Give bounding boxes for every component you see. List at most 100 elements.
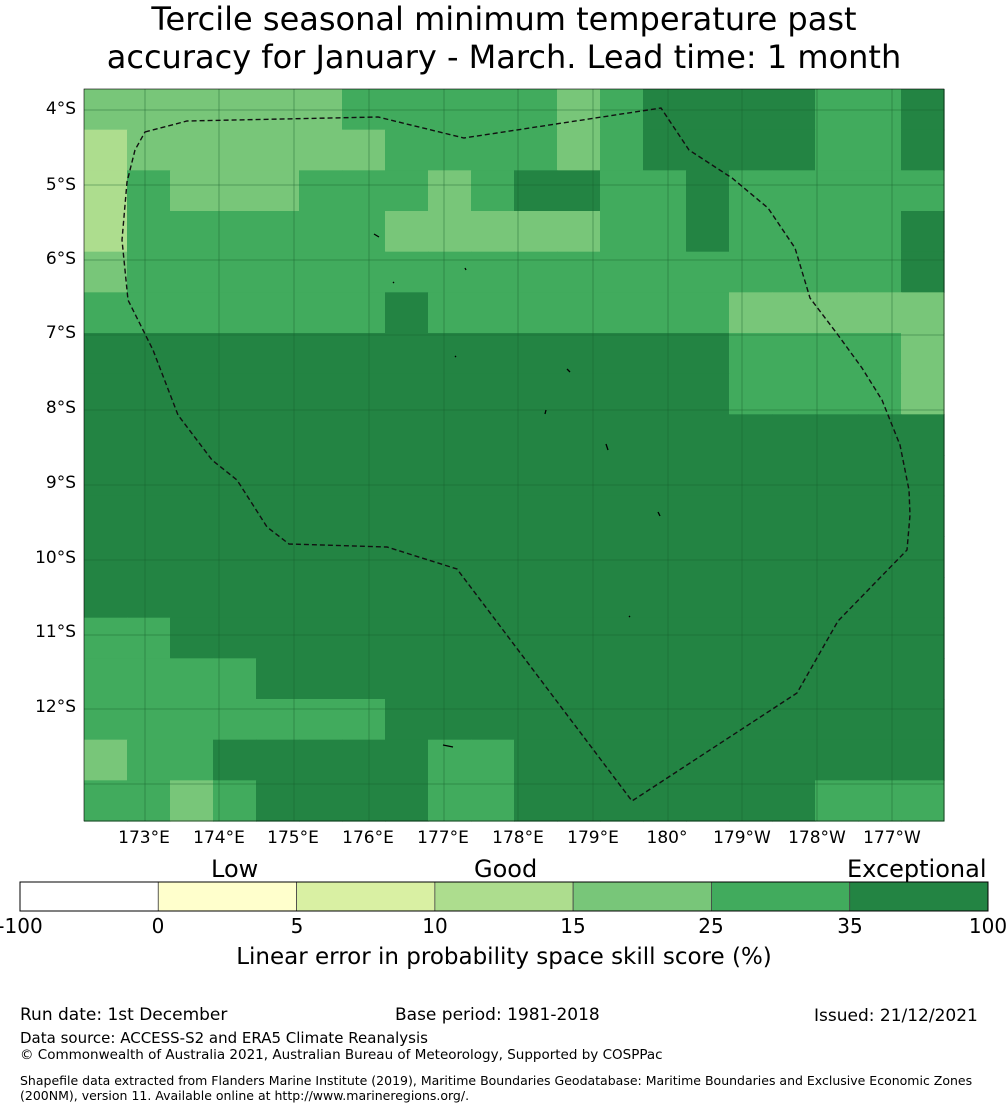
- skill-cell: [514, 129, 558, 171]
- skill-cell: [858, 211, 902, 253]
- skill-cell: [514, 495, 558, 537]
- skill-cell: [170, 129, 214, 171]
- skill-cell: [170, 333, 214, 375]
- skill-cell: [385, 495, 429, 537]
- skill-cell: [557, 251, 601, 293]
- skill-cell: [428, 536, 472, 578]
- map-frame: [83, 88, 945, 822]
- skill-cell: [471, 780, 515, 822]
- map-title: Tercile seasonal minimum temperature pas…: [0, 0, 1008, 76]
- skill-cell: [127, 577, 171, 619]
- skill-cell: [127, 658, 171, 700]
- lat-label: 11°S: [35, 622, 76, 642]
- skill-cell: [299, 170, 343, 212]
- skill-cell: [385, 129, 429, 171]
- island: [442, 744, 454, 748]
- copyright: © Commonwealth of Australia 2021, Austra…: [20, 1047, 663, 1063]
- skill-cell: [557, 577, 601, 619]
- skill-cell: [127, 455, 171, 497]
- band-label-good: Good: [474, 855, 538, 883]
- skill-cell: [84, 211, 128, 253]
- skill-cell: [342, 414, 386, 456]
- skill-cell: [858, 333, 902, 375]
- skill-cell: [557, 739, 601, 781]
- skill-cell: [729, 658, 773, 700]
- skill-cell: [858, 373, 902, 415]
- skill-cell: [901, 577, 945, 619]
- skill-cell: [385, 211, 429, 253]
- skill-cell: [127, 292, 171, 334]
- skill-cell: [514, 292, 558, 334]
- skill-cell: [600, 292, 644, 334]
- skill-cell: [299, 577, 343, 619]
- skill-cell: [127, 211, 171, 253]
- skill-cell: [772, 699, 816, 741]
- skill-cell: [127, 699, 171, 741]
- skill-cell: [385, 617, 429, 659]
- skill-cell: [729, 780, 773, 822]
- skill-cell: [600, 495, 644, 537]
- skill-cell: [901, 333, 945, 375]
- lon-label: 176°E: [342, 828, 394, 848]
- skill-cell: [858, 170, 902, 212]
- lat-label: 12°S: [35, 697, 76, 717]
- colorbar-tick: 10: [422, 914, 448, 938]
- skill-cell: [127, 333, 171, 375]
- eez-boundary: [121, 107, 911, 802]
- shapefile-credit: Shapefile data extracted from Flanders M…: [20, 1073, 973, 1103]
- title-line-2: accuracy for January - March. Lead time:…: [106, 38, 902, 76]
- skill-cell: [772, 333, 816, 375]
- skill-cell: [385, 536, 429, 578]
- skill-cell: [858, 739, 902, 781]
- skill-cell: [729, 333, 773, 375]
- skill-cell: [213, 414, 257, 456]
- skill-cell: [213, 577, 257, 619]
- skill-cell: [342, 658, 386, 700]
- skill-cell: [170, 292, 214, 334]
- skill-cell: [686, 780, 730, 822]
- skill-cell: [815, 170, 859, 212]
- skill-cell: [643, 536, 687, 578]
- skill-cell: [729, 495, 773, 537]
- skill-cell: [643, 658, 687, 700]
- colorbar-tick: 35: [837, 914, 863, 938]
- skill-cell: [686, 577, 730, 619]
- skill-cell: [342, 495, 386, 537]
- skill-cell: [686, 333, 730, 375]
- skill-cell: [514, 577, 558, 619]
- skill-cell: [772, 536, 816, 578]
- skill-cell: [385, 292, 429, 334]
- skill-cell: [514, 699, 558, 741]
- skill-cell: [127, 129, 171, 171]
- skill-cell: [729, 455, 773, 497]
- skill-cell: [385, 739, 429, 781]
- skill-cell: [729, 739, 773, 781]
- skill-cell: [170, 251, 214, 293]
- skill-cell: [170, 577, 214, 619]
- title-line-1: Tercile seasonal minimum temperature pas…: [151, 0, 857, 38]
- skill-cell: [385, 577, 429, 619]
- skill-cell: [901, 211, 945, 253]
- lat-label: 7°S: [45, 323, 76, 343]
- skill-cell: [213, 251, 257, 293]
- skill-cell: [299, 780, 343, 822]
- colorbar-tick: -100: [0, 914, 43, 938]
- skill-cell: [471, 536, 515, 578]
- skill-cell: [471, 617, 515, 659]
- skill-cell: [600, 373, 644, 415]
- skill-cell: [170, 495, 214, 537]
- skill-cell: [299, 251, 343, 293]
- skill-cell: [428, 455, 472, 497]
- skill-cell: [213, 495, 257, 537]
- skill-cell: [729, 211, 773, 253]
- skill-cell: [213, 780, 257, 822]
- skill-cell: [686, 251, 730, 293]
- skill-cell: [858, 129, 902, 171]
- skill-cell: [84, 373, 128, 415]
- skill-cell: [901, 658, 945, 700]
- skill-cell: [600, 455, 644, 497]
- skill-cell: [772, 373, 816, 415]
- skill-cell: [557, 170, 601, 212]
- skill-cell: [514, 780, 558, 822]
- lon-label: 178°E: [492, 828, 544, 848]
